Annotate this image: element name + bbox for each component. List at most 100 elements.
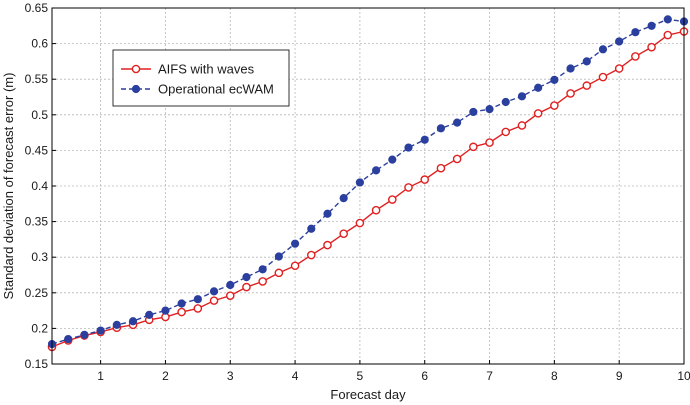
data-point-ecwam [517, 92, 527, 101]
y-tick-label: 0.25 [25, 286, 49, 300]
grid [52, 8, 684, 364]
data-point-ecwam [598, 45, 608, 54]
data-point-ecwam [258, 265, 267, 274]
data-point-aifs [193, 304, 203, 313]
data-point-ecwam [663, 15, 672, 24]
data-point-ecwam [290, 239, 300, 248]
data-point-ecwam [534, 83, 543, 92]
data-point-aifs [533, 109, 543, 118]
data-point-aifs [501, 127, 511, 137]
data-point-ecwam [485, 105, 494, 114]
y-tick-label: 0.5 [31, 108, 48, 122]
legend-label-ecwam: Operational ecWAM [158, 82, 274, 97]
y-tick-label: 0.3 [31, 250, 48, 264]
data-point-aifs [242, 282, 251, 292]
y-tick-label: 0.65 [25, 1, 49, 15]
data-point-ecwam [64, 334, 73, 344]
y-tick-label: 0.15 [25, 357, 49, 371]
data-point-ecwam [145, 310, 154, 319]
data-point-aifs [647, 42, 656, 52]
x-tick-label: 1 [97, 369, 104, 383]
data-point-ecwam [355, 178, 364, 187]
data-point-aifs [388, 195, 397, 204]
x-tick-label: 9 [616, 369, 623, 383]
data-point-ecwam [550, 75, 559, 85]
data-point-aifs [209, 296, 219, 305]
x-axis-label: Forecast day [330, 387, 406, 402]
data-point-ecwam [615, 37, 624, 46]
data-point-aifs [225, 291, 235, 300]
data-point-ecwam [242, 273, 251, 282]
x-tick-label: 6 [421, 369, 428, 383]
x-tick-label: 7 [486, 369, 493, 383]
data-point-ecwam [404, 143, 413, 152]
data-point-ecwam [161, 306, 170, 315]
data-point-aifs [550, 101, 559, 110]
legend-marker-aifs [131, 64, 141, 74]
legend-label-aifs: AIFS with waves [158, 62, 255, 77]
data-point-ecwam [566, 64, 575, 73]
data-point-ecwam [647, 21, 656, 30]
data-point-aifs [258, 277, 267, 286]
data-point-aifs [582, 81, 592, 90]
data-point-ecwam [226, 280, 235, 290]
data-point-ecwam [388, 155, 397, 164]
data-point-ecwam [209, 287, 219, 296]
data-point-aifs [355, 218, 365, 228]
data-point-ecwam [339, 194, 348, 203]
x-tick-label: 5 [357, 369, 364, 383]
data-point-aifs [404, 183, 413, 192]
x-tick-label: 3 [227, 369, 234, 383]
data-point-ecwam [420, 135, 429, 144]
data-point-aifs [469, 142, 478, 152]
data-point-aifs [436, 163, 446, 173]
legend: AIFS with waves Operational ecWAM [112, 49, 290, 107]
data-point-ecwam [80, 330, 89, 339]
data-point-ecwam [501, 97, 510, 107]
data-point-ecwam [193, 295, 202, 304]
data-point-ecwam [177, 299, 186, 308]
data-point-aifs [485, 138, 494, 147]
data-point-aifs [517, 121, 527, 130]
y-axis-label: Standard deviation of forecast error (m) [1, 73, 16, 300]
data-point-aifs [663, 30, 673, 40]
data-point-aifs [323, 240, 332, 250]
data-point-aifs [631, 52, 640, 61]
x-tick-label: 10 [677, 369, 690, 383]
data-point-aifs [566, 89, 575, 98]
x-tick-label: 8 [551, 369, 558, 383]
series-line-ecwam [51, 18, 685, 345]
x-tick-label: 4 [292, 369, 299, 383]
data-point-ecwam [307, 224, 316, 233]
data-point-aifs [274, 268, 284, 278]
x-axis-ticks: 1 2 3 4 5 6 7 8 9 10 [97, 360, 690, 383]
y-tick-label: 0.4 [31, 179, 48, 193]
data-point-aifs [371, 205, 381, 215]
data-point-aifs [306, 250, 316, 260]
data-point-ecwam [582, 57, 591, 66]
data-point-aifs [598, 72, 608, 82]
data-point-aifs [452, 154, 462, 164]
data-point-aifs [339, 229, 348, 238]
y-tick-label: 0.6 [31, 37, 48, 51]
y-tick-label: 0.2 [31, 321, 48, 335]
y-tick-label: 0.45 [25, 143, 49, 157]
data-point-ecwam [631, 28, 640, 37]
data-point-ecwam [436, 124, 446, 133]
legend-box [112, 49, 290, 107]
series-line-aifs [51, 30, 685, 348]
data-point-ecwam [96, 326, 105, 335]
data-point-ecwam [372, 166, 381, 175]
y-tick-label: 0.35 [25, 215, 49, 229]
data-point-ecwam [453, 118, 462, 127]
data-point-aifs [420, 175, 430, 184]
data-point-ecwam [128, 317, 138, 326]
data-point-ecwam [274, 252, 283, 261]
data-point-aifs [614, 64, 624, 73]
data-point-ecwam [112, 320, 121, 329]
data-point-ecwam [469, 107, 478, 117]
data-point-aifs [290, 261, 300, 271]
y-axis-ticks: 0.15 0.2 0.25 0.3 0.35 0.4 0.45 0.5 0.55 0.6 0.65 [25, 1, 56, 371]
y-tick-label: 0.55 [25, 72, 49, 86]
